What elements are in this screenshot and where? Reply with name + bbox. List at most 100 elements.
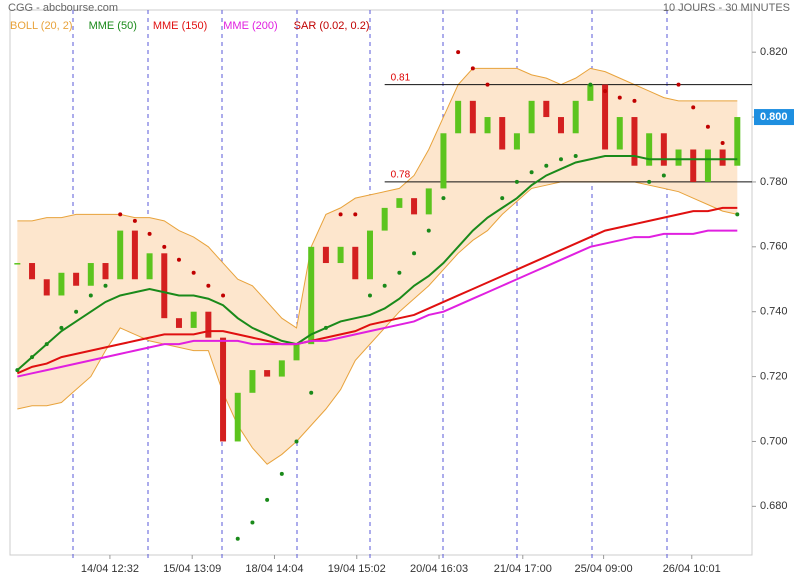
price-bar [734,117,741,166]
ema-line [17,229,738,378]
sar-dot [367,293,372,298]
price-bar [58,272,65,296]
price-bar [190,311,197,328]
price-bar [264,370,271,377]
x-tick-label: 25/04 09:00 [575,563,633,575]
sar-dot [103,283,108,288]
sar-dot [15,368,20,373]
price-bar [102,263,109,280]
boll-upper [17,67,738,329]
boll-band-fill [17,68,738,465]
legend-entry: MME (200) [223,20,277,32]
x-tick-label: 20/04 16:03 [410,563,468,575]
price-bar [543,100,550,118]
sar-dot [59,325,64,330]
sar-dot [118,212,123,217]
sar-dot [514,179,519,184]
sar-dot [441,196,446,201]
level-label: 0.81 [391,72,411,83]
chart-title: CGG - abcbourse.com [8,2,118,14]
y-tick-label: 0.700 [760,435,788,447]
price-bar [146,253,153,280]
ema-line [16,206,738,375]
price-bar [352,246,359,280]
sar-dot [691,105,696,110]
sar-dot [221,293,226,298]
sar-dot [30,355,35,360]
price-bar [337,246,344,264]
price-bar [161,253,168,319]
price-bar [602,84,609,150]
sar-dot [74,309,79,314]
sar-dot [397,270,402,275]
price-bar [381,207,388,231]
x-tick-label: 15/04 13:09 [163,563,221,575]
price-bar [411,198,418,215]
price-bar [396,198,403,208]
sar-dot [456,50,461,55]
price-bar [660,133,667,166]
price-bar [616,117,623,150]
sar-dot [353,212,358,217]
price-bar [366,230,373,280]
price-bar [14,263,21,265]
price-bar [528,100,535,134]
sar-dot [603,89,608,94]
y-tick-label: 0.680 [760,500,788,512]
x-tick-label: 26/04 10:01 [663,563,721,575]
last-price-label: 0.800 [760,111,788,123]
sar-dot [279,471,284,476]
price-bar [690,149,697,182]
sar-dot [206,283,211,288]
price-bar [131,230,138,280]
price-bar [499,117,506,150]
price-bar [557,117,564,134]
x-tick-label: 18/04 14:04 [245,563,303,575]
price-bar [631,117,638,166]
sar-dot [309,390,314,395]
last-price-tag [754,109,794,126]
sar-dot [735,212,740,217]
legend-entry: MME (150) [153,20,207,32]
y-tick-label: 0.760 [760,241,788,253]
sar-dot [632,98,637,103]
x-tick-label: 19/04 15:02 [328,563,386,575]
price-bar [572,100,579,134]
sar-dot [426,228,431,233]
price-bar [220,337,227,442]
price-bar [425,188,432,215]
y-tick-label: 0.820 [760,46,788,58]
price-bar [719,149,726,166]
price-bar [73,272,80,286]
sar-dot [176,257,181,262]
price-bar [484,117,491,134]
price-bar [175,318,182,328]
y-tick-label: 0.720 [760,370,788,382]
sar-dot [235,536,240,541]
y-tick-label: 0.780 [760,176,788,188]
plot-frame [9,9,753,556]
sar-dot [412,251,417,256]
chart-subtitle: 10 JOURS - 30 MINUTES [663,2,790,14]
sar-dot [720,141,725,146]
level-label: 0.78 [391,170,411,181]
sar-dot [676,82,681,87]
price-bar [43,279,50,296]
ema-line [16,154,738,371]
sar-dot [323,325,328,330]
price-bar [675,149,682,166]
price-bar [87,263,94,286]
sar-dot [250,520,255,525]
sar-dot [132,218,137,223]
price-bar [308,246,315,345]
price-bar [322,246,329,264]
sar-dot [544,163,549,168]
price-bar [293,344,300,361]
sar-dot [647,179,652,184]
sar-dot [338,212,343,217]
price-bar [205,311,212,338]
legend-entry: BOLL (20, 2) [10,20,73,32]
x-tick-label: 14/04 12:32 [81,563,139,575]
legend-entry: MME (50) [89,20,137,32]
